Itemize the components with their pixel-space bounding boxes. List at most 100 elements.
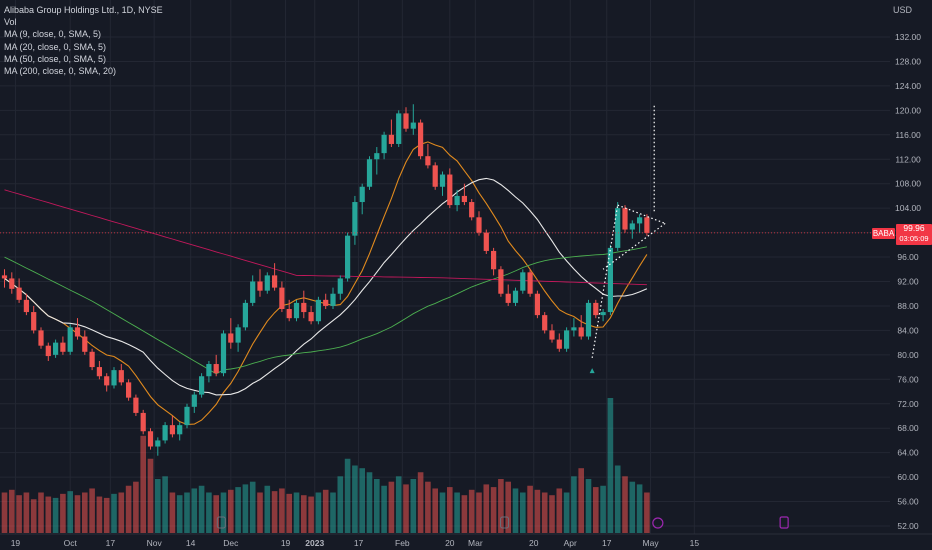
candle-body xyxy=(147,431,154,447)
candle-body xyxy=(45,345,51,357)
candle-body xyxy=(461,195,467,203)
volume-bar xyxy=(9,489,15,533)
time-tick-label: 17 xyxy=(602,538,612,548)
volume-bar xyxy=(249,481,256,533)
candle-body xyxy=(169,425,175,435)
time-tick-label: 19 xyxy=(281,538,291,548)
candle-body xyxy=(301,302,307,313)
candle-body xyxy=(257,281,263,291)
price-tick-label: 132.00 xyxy=(895,32,921,42)
volume-bar xyxy=(111,493,117,533)
pennant-lower xyxy=(602,222,666,270)
candle-body xyxy=(637,217,643,224)
candle-body xyxy=(527,272,533,294)
candle-body xyxy=(264,275,270,291)
candle-body xyxy=(31,312,37,331)
legend-vol[interactable]: Vol xyxy=(4,17,17,28)
volume-bar xyxy=(293,492,300,533)
candle-body xyxy=(512,290,519,303)
candle-body xyxy=(235,327,241,343)
volume-bar xyxy=(228,489,234,533)
candle-body xyxy=(16,287,22,300)
candle-body xyxy=(74,327,81,337)
legend-title[interactable]: Alibaba Group Holdings Ltd., 1D, NYSE xyxy=(4,5,163,15)
volume-bar xyxy=(286,493,292,533)
time-axis[interactable]: 19 Oct 17 Nov 14 Dec 19 2023 17 Feb 20 Mar 20 Apr 17 Ma… xyxy=(11,538,700,548)
volume-bar xyxy=(468,489,475,533)
volume-bar xyxy=(344,458,351,533)
candle-body xyxy=(439,174,446,187)
volume-bar xyxy=(571,476,577,533)
volume-bar xyxy=(614,465,621,533)
volume-bar xyxy=(520,492,526,533)
candle-body xyxy=(388,134,394,144)
moving-average-lines xyxy=(4,141,648,426)
candle-body xyxy=(162,425,168,441)
volume-bar xyxy=(490,487,497,533)
candle-body xyxy=(220,333,227,374)
legend-ma-9[interactable]: MA (9, close, 0, SMA, 5) xyxy=(4,29,102,40)
candle-body xyxy=(82,336,88,352)
volume-bar xyxy=(512,488,519,533)
price-tick-label: 80.00 xyxy=(897,350,919,360)
candle-body xyxy=(184,406,190,426)
volume-bar xyxy=(395,476,402,533)
pennant-upper xyxy=(617,204,666,224)
dividend-marker xyxy=(652,517,664,529)
candle-body xyxy=(242,302,248,328)
volume-bar xyxy=(308,496,314,533)
volume-bar xyxy=(374,479,380,533)
volume-bar xyxy=(1,492,8,533)
candle-body xyxy=(111,370,117,386)
candle-body xyxy=(53,342,59,355)
legend-ma-50[interactable]: MA (50, close, 0, SMA, 5) xyxy=(4,53,107,64)
price-axis[interactable]: 52.00 56.00 60.00 64.00 68.00 72.00 76.00 80.00… xyxy=(895,32,921,531)
price-tick-label: 112.00 xyxy=(895,154,921,164)
candle-body xyxy=(549,330,555,340)
candle-body xyxy=(629,223,635,230)
volume-bar xyxy=(184,492,190,533)
legend-ma-20[interactable]: MA (20, close, 0, SMA, 5) xyxy=(4,41,107,52)
candle-body xyxy=(323,299,329,306)
price-tick-label: 120.00 xyxy=(895,105,921,115)
volume-bar xyxy=(45,496,52,533)
volume-bar xyxy=(388,481,395,533)
currency-label[interactable]: USD xyxy=(892,5,912,15)
candle-body xyxy=(67,327,73,352)
volume-bar xyxy=(52,497,59,533)
candle-body xyxy=(483,232,489,251)
candle-body xyxy=(191,394,197,407)
chart-grid xyxy=(0,0,932,535)
volume-bar xyxy=(454,492,460,533)
candle-body xyxy=(432,165,438,187)
volume-bar xyxy=(279,488,285,533)
volume-bar xyxy=(140,435,146,533)
legend-ma-200[interactable]: MA (200, close, 0, SMA, 20) xyxy=(4,66,117,77)
volume-bar xyxy=(213,495,219,533)
bar-countdown: 03:05:09 xyxy=(899,233,929,243)
candle-body xyxy=(622,208,628,230)
price-tick-label: 104.00 xyxy=(895,203,921,213)
candle-body xyxy=(571,327,577,331)
volume-bar xyxy=(235,487,241,533)
time-tick-label: 14 xyxy=(186,538,196,548)
volume-bar xyxy=(23,492,30,533)
candle-body xyxy=(315,299,321,322)
volume-bar xyxy=(264,485,271,533)
volume-bar xyxy=(534,489,541,533)
candle-body xyxy=(345,235,351,279)
up-arrow-marker xyxy=(589,368,595,374)
price-tick-label: 56.00 xyxy=(897,497,919,507)
candle-body xyxy=(279,287,285,310)
price-tick-label: 92.00 xyxy=(897,277,919,287)
candle-body xyxy=(23,299,29,313)
candle-body xyxy=(403,113,409,129)
price-tick-label: 96.00 xyxy=(897,252,919,262)
candle-body xyxy=(615,208,621,248)
candle-body xyxy=(498,269,504,294)
volume-bar xyxy=(425,481,431,533)
candle-body xyxy=(447,174,453,206)
volume-bar xyxy=(359,468,365,533)
pennant-pole xyxy=(591,204,619,359)
